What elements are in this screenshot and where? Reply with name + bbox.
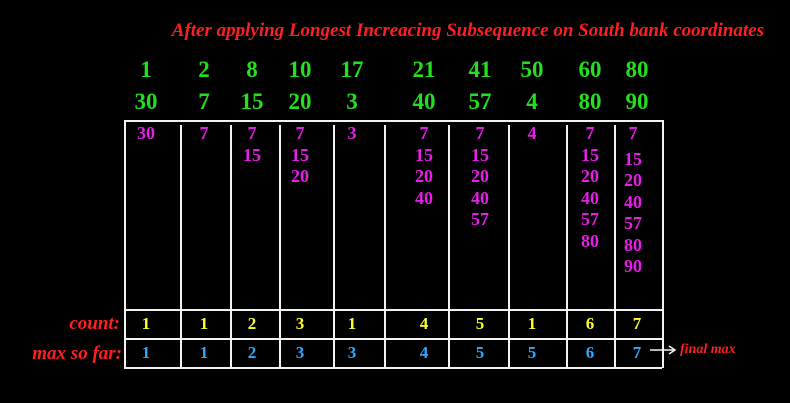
north-coordinate: 2 — [198, 57, 210, 82]
column-divider — [566, 125, 568, 368]
column-divider — [180, 125, 182, 368]
subsequence-value: 20 — [415, 166, 433, 186]
north-coordinate: 50 — [520, 57, 544, 82]
column-divider — [448, 125, 450, 368]
column-divider — [279, 125, 281, 368]
count-value: 4 — [419, 314, 429, 333]
column-divider — [124, 120, 126, 368]
count-row-top-border — [124, 309, 662, 311]
table-top-border — [124, 120, 662, 122]
count-row-label: count: — [69, 313, 120, 334]
diagram-title: After applying Longest Increacing Subseq… — [171, 20, 764, 41]
north-coordinate: 17 — [340, 57, 364, 82]
subsequence-value: 7 — [247, 123, 257, 143]
south-coordinate: 40 — [412, 89, 436, 114]
column-divider — [230, 125, 232, 368]
final-max-annotation: final max — [650, 342, 736, 358]
subsequence-value: 57 — [624, 213, 642, 233]
arrow-right-icon — [650, 345, 677, 355]
subsequence-value: 30 — [137, 123, 155, 143]
north-coordinate: 21 — [412, 57, 436, 82]
south-coordinate: 30 — [134, 89, 158, 114]
south-coordinate: 57 — [468, 89, 492, 114]
subsequence-value: 80 — [624, 234, 642, 255]
subsequence-value: 20 — [291, 166, 309, 186]
max-so-far-value: 3 — [295, 343, 305, 362]
count-value: 7 — [632, 314, 642, 333]
subsequence-value: 80 — [581, 230, 599, 251]
subsequence-value: 15 — [471, 144, 489, 165]
south-coordinate: 80 — [578, 89, 602, 114]
count-value: 2 — [247, 314, 257, 333]
subsequence-value: 40 — [471, 187, 489, 208]
count-value: 1 — [141, 314, 151, 333]
subsequence-value: 7 — [628, 123, 638, 143]
south-coordinate: 3 — [346, 89, 358, 114]
north-coordinate: 10 — [288, 57, 312, 82]
max-row-label: max so far: — [32, 343, 122, 364]
subsequence-value: 7 — [295, 123, 305, 143]
count-value: 1 — [199, 314, 209, 333]
subsequence-value: 20 — [581, 166, 599, 186]
max-so-far-value: 3 — [347, 343, 357, 362]
north-coordinate: 60 — [578, 57, 602, 82]
subsequence-value: 40 — [581, 187, 599, 208]
count-value: 5 — [475, 314, 485, 333]
subsequence-value: 40 — [415, 187, 433, 208]
subsequence-value: 3 — [347, 123, 357, 143]
subsequence-value: 15 — [243, 144, 261, 165]
subsequence-value: 20 — [471, 166, 489, 186]
subsequence-value: 57 — [581, 209, 599, 229]
count-value: 6 — [585, 314, 595, 333]
north-coordinate: 41 — [468, 57, 492, 82]
subsequence-value: 7 — [585, 123, 595, 143]
subsequence-value: 40 — [624, 191, 642, 212]
north-coordinate: 80 — [625, 57, 649, 82]
south-coordinate: 15 — [240, 89, 264, 114]
subsequence-value: 7 — [475, 123, 485, 143]
south-coordinate: 90 — [625, 89, 649, 114]
subsequence-value: 15 — [415, 144, 433, 165]
north-coordinate: 8 — [246, 57, 258, 82]
north-coordinate: 1 — [140, 57, 152, 82]
count-value: 1 — [527, 314, 537, 333]
subsequence-value: 15 — [624, 148, 642, 169]
subsequence-value: 90 — [624, 256, 642, 276]
south-coordinate: 20 — [288, 89, 312, 114]
subsequence-value: 15 — [291, 144, 309, 165]
max-so-far-value: 7 — [632, 343, 642, 362]
subsequence-value: 57 — [471, 209, 489, 229]
subsequence-value: 15 — [581, 144, 599, 165]
count-value: 1 — [347, 314, 357, 333]
south-coordinate: 4 — [526, 89, 538, 114]
max-so-far-value: 5 — [527, 343, 537, 362]
column-divider — [333, 125, 335, 368]
south-coordinate: 7 — [198, 89, 210, 114]
column-divider — [662, 120, 664, 368]
subsequence-value: 7 — [199, 123, 209, 143]
max-so-far-value: 4 — [419, 343, 429, 362]
max-so-far-value: 2 — [247, 343, 257, 362]
column-divider — [508, 125, 510, 368]
max-so-far-value: 6 — [585, 343, 595, 362]
final-max-label: final max — [680, 342, 736, 357]
subsequence-value: 4 — [527, 123, 537, 143]
column-divider — [614, 125, 616, 368]
subsequence-value: 20 — [624, 170, 642, 190]
max-row-bottom-border — [124, 367, 662, 369]
count-value: 3 — [295, 314, 305, 333]
max-so-far-value: 1 — [199, 343, 209, 362]
subsequence-value: 7 — [419, 123, 429, 143]
max-so-far-value: 5 — [475, 343, 485, 362]
column-divider — [384, 125, 386, 368]
max-so-far-value: 1 — [141, 343, 151, 362]
count-row-bottom-border — [124, 338, 662, 340]
